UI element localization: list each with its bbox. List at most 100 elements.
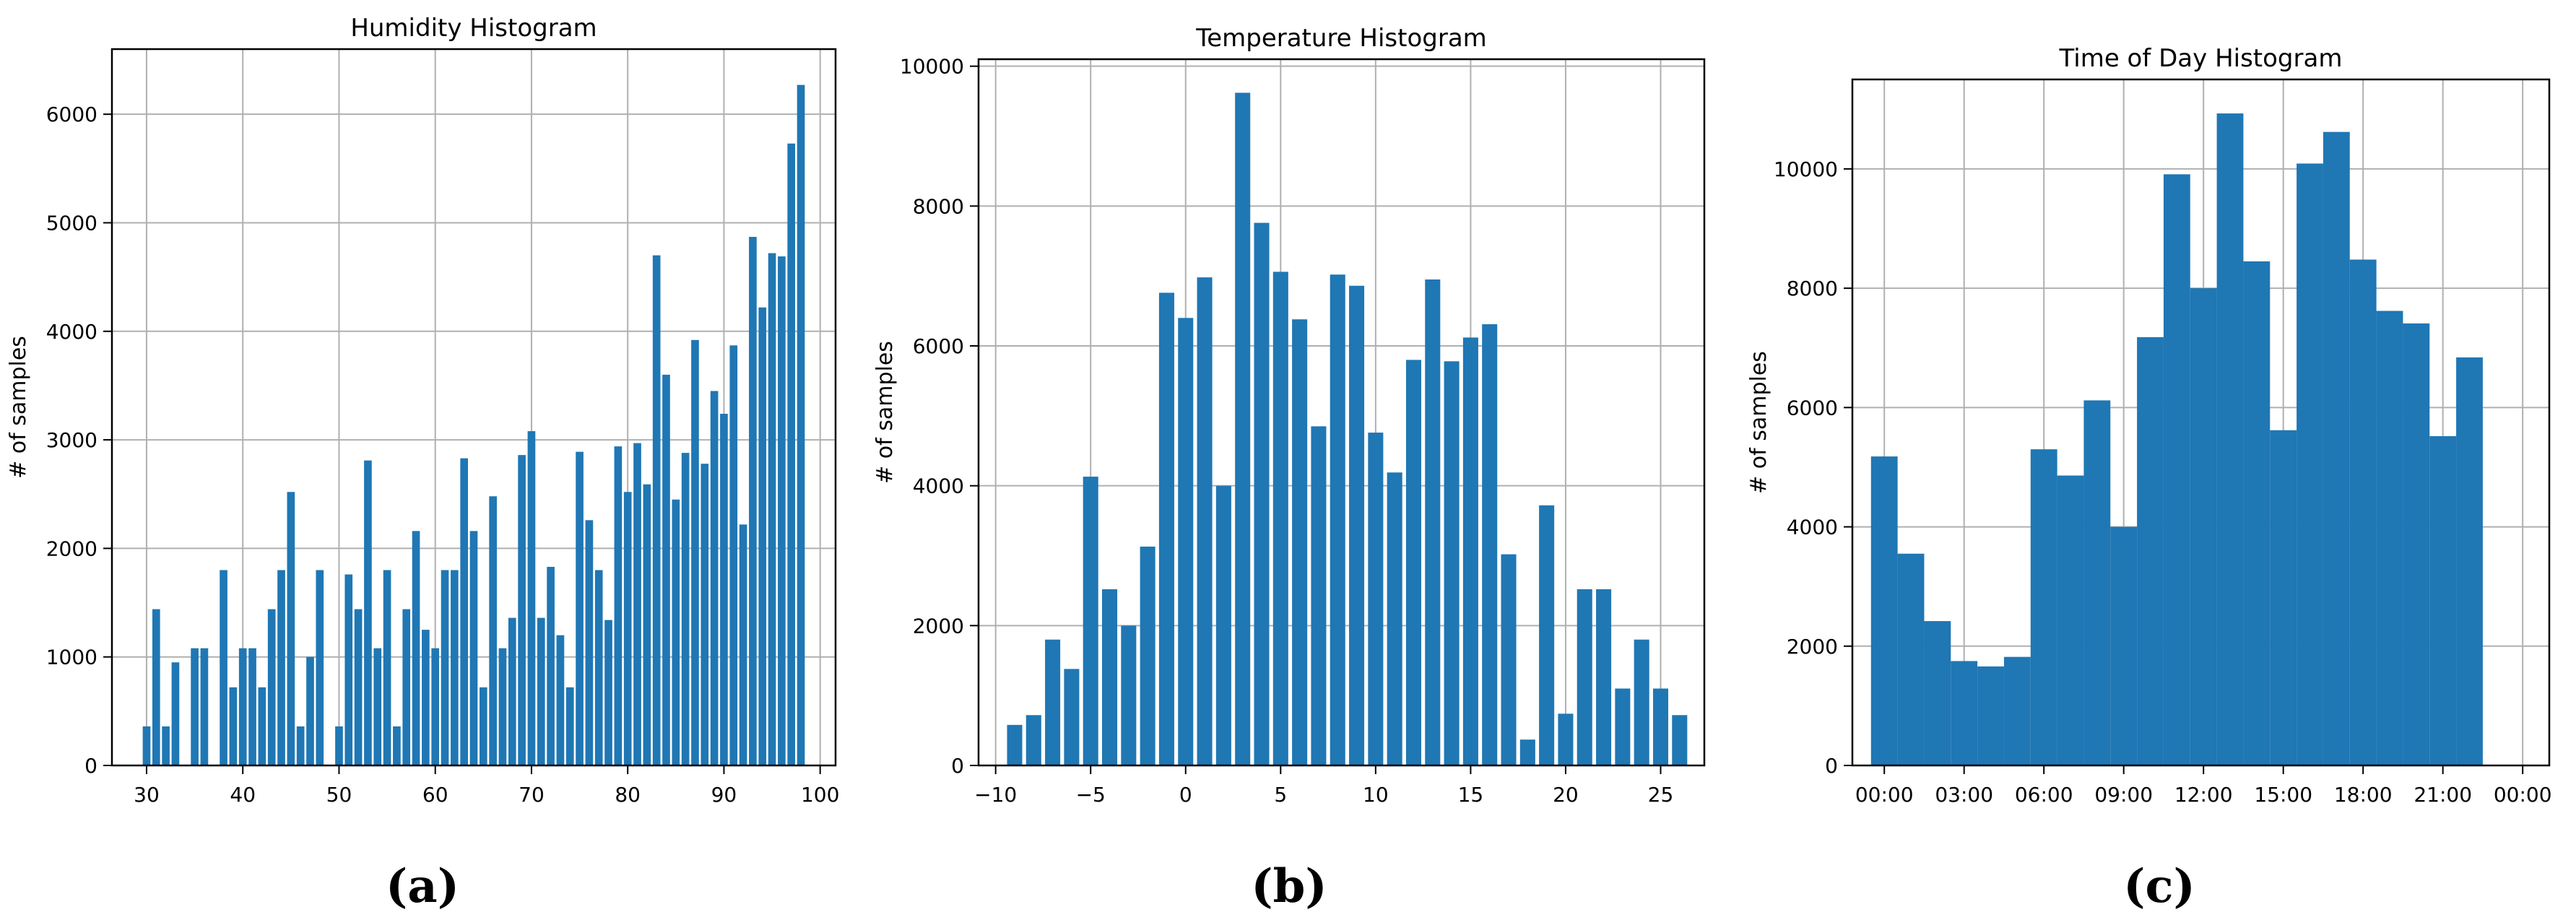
temperature-x-tick-label: 15 <box>1458 783 1484 807</box>
temperature-x-tick-label: 10 <box>1363 783 1389 807</box>
humidity-axes-frame <box>110 48 837 767</box>
humidity-bar <box>787 143 796 765</box>
temperature-bar <box>1197 277 1213 765</box>
humidity-bar <box>354 609 363 765</box>
temperature-bar <box>1140 546 1155 765</box>
time-of-day-bar <box>2349 259 2377 765</box>
temperature-bar <box>1292 319 1308 765</box>
humidity-bar <box>171 662 180 765</box>
humidity-bar <box>498 648 507 765</box>
temperature-bar <box>1349 285 1365 766</box>
humidity-bar <box>460 458 469 765</box>
time-of-day-x-tick-label: 03:00 <box>1935 783 1993 807</box>
temperature-bar <box>1577 589 1592 765</box>
humidity-bar <box>238 648 247 765</box>
temperature-x-tick-label: −10 <box>974 783 1017 807</box>
humidity-bar <box>652 255 661 765</box>
humidity-x-tick-label: 30 <box>134 783 160 807</box>
temperature-bar <box>1615 688 1631 765</box>
humidity-bar <box>518 455 526 765</box>
humidity-bar <box>469 531 478 765</box>
humidity-y-tick-label: 6000 <box>46 103 97 126</box>
humidity-bar <box>422 630 430 765</box>
time-of-day-bar <box>2456 357 2483 765</box>
time-of-day-bar <box>2190 288 2217 765</box>
humidity-bar <box>431 648 440 765</box>
time-of-day-y-tick-label: 2000 <box>1787 635 1838 659</box>
time-of-day-bar <box>1977 666 2004 765</box>
time-of-day-x-tick-label: 21:00 <box>2414 783 2472 807</box>
humidity-bar <box>585 520 594 765</box>
time-of-day-bar <box>2163 174 2190 765</box>
time-of-day-bar <box>1924 621 1951 765</box>
temperature-x-tick-label: 5 <box>1274 783 1287 807</box>
time-of-day-bar <box>1870 456 1898 765</box>
humidity-bar <box>739 524 747 765</box>
temperature-bar <box>1672 715 1688 765</box>
humidity-y-tick-label: 4000 <box>46 320 97 344</box>
humidity-bar <box>412 531 420 765</box>
humidity-bar <box>508 617 516 765</box>
humidity-bar <box>701 464 709 765</box>
temperature-bar <box>1558 713 1574 765</box>
temperature-bar <box>1025 715 1041 765</box>
temperature-y-tick-label: 2000 <box>913 614 964 638</box>
humidity-bar <box>797 84 805 766</box>
time-of-day-x-tick-label: 06:00 <box>2015 783 2073 807</box>
temperature-bar <box>1121 625 1137 765</box>
humidity-bar <box>220 570 227 765</box>
humidity-bar <box>576 451 584 765</box>
time-of-day-bar <box>2429 436 2457 765</box>
time-of-day-x-tick-label: 18:00 <box>2334 783 2393 807</box>
humidity-bar <box>643 484 651 765</box>
humidity-histogram-panel: 30 40 50 60 70 80 90 10001000200030004000500060… <box>6 14 839 807</box>
humidity-x-tick-label: 100 <box>801 783 839 807</box>
temperature-bar <box>1425 279 1441 766</box>
time-of-day-y-tick-label: 4000 <box>1787 516 1838 539</box>
humidity-bar <box>614 446 623 765</box>
time-of-day-histogram-panel: 00:00 03:00 06:00 09:00 12:00 15:00 18:00 21:00… <box>1746 44 2552 807</box>
humidity-bar <box>749 237 757 765</box>
humidity-bar <box>402 609 411 765</box>
humidity-bar <box>364 460 372 765</box>
humidity-bar <box>489 496 497 765</box>
humidity-bar <box>200 648 209 765</box>
temperature-bar <box>1652 688 1669 765</box>
humidity-bar <box>191 648 199 765</box>
humidity-bar <box>623 492 632 765</box>
humidity-x-tick-label: 40 <box>230 783 256 807</box>
temperature-bar <box>1444 361 1460 765</box>
humidity-bar <box>383 570 391 765</box>
caption-a: (a) <box>385 859 460 914</box>
humidity-x-tick-label: 60 <box>422 783 448 807</box>
temperature-y-tick-label: 4000 <box>913 474 964 498</box>
caption-b: (b) <box>1251 859 1327 914</box>
time-of-day-x-tick-label: 15:00 <box>2254 783 2312 807</box>
humidity-bar <box>441 570 449 765</box>
humidity-bar <box>277 570 285 765</box>
humidity-bar <box>729 345 738 765</box>
humidity-bar <box>662 374 670 765</box>
temperature-bar <box>1462 337 1478 765</box>
temperature-axes-frame <box>977 58 1706 767</box>
humidity-y-tick-label: 3000 <box>46 428 97 452</box>
time-of-day-bar <box>1951 661 1978 765</box>
humidity-bar <box>335 726 343 765</box>
humidity-bar <box>248 648 256 765</box>
humidity-y-tick-label: 2000 <box>46 537 97 560</box>
humidity-bar <box>691 339 699 765</box>
humidity-bar <box>287 492 295 765</box>
temperature-bar <box>1272 272 1288 766</box>
humidity-bar <box>296 726 305 765</box>
humidity-x-tick-label: 90 <box>711 783 737 807</box>
temperature-histogram-panel: −10 −5 0 5 10 15 20 25 0 2000 4000 6000 8000 10000 Tem… <box>872 24 1706 807</box>
humidity-bar <box>451 570 459 765</box>
humidity-bar <box>556 635 565 765</box>
humidity-bar <box>604 620 612 765</box>
humidity-bar <box>258 687 266 765</box>
humidity-bar <box>565 687 574 765</box>
time-of-day-y-tick-label: 8000 <box>1787 277 1838 300</box>
time-of-day-y-tick-label: 10000 <box>1774 157 1838 181</box>
humidity-y-axis-label: # of samples <box>6 336 31 479</box>
